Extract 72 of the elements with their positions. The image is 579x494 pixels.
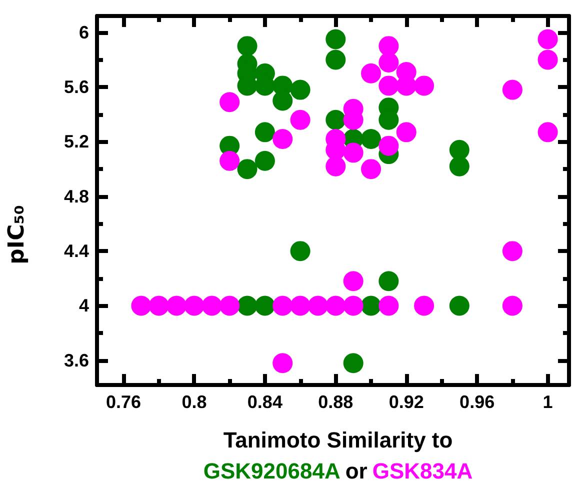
x-tick-label: 0.84 xyxy=(247,392,282,412)
x-tick-label: 0.92 xyxy=(388,392,424,412)
point xyxy=(220,92,240,112)
point xyxy=(290,80,310,100)
y-tick-label: 4.8 xyxy=(64,186,89,206)
point xyxy=(502,241,522,262)
point xyxy=(361,129,382,149)
point xyxy=(414,76,434,96)
x-tick-label: 0.88 xyxy=(318,392,354,412)
point xyxy=(308,296,328,316)
point xyxy=(326,156,346,176)
point xyxy=(396,122,416,142)
point xyxy=(326,29,346,50)
point xyxy=(378,136,399,156)
y-tick-label: 3.6 xyxy=(64,350,89,370)
point xyxy=(449,156,470,176)
x-tick-label: 0.96 xyxy=(460,392,495,412)
point xyxy=(254,122,275,142)
x-tick-label: 1 xyxy=(542,392,553,412)
point xyxy=(502,80,522,100)
point xyxy=(378,36,399,56)
point xyxy=(378,52,399,72)
text: or xyxy=(345,458,368,484)
point xyxy=(237,296,258,316)
point xyxy=(361,296,382,316)
point xyxy=(202,296,222,316)
point xyxy=(538,50,558,70)
point xyxy=(361,63,382,84)
point xyxy=(378,76,399,96)
point xyxy=(361,159,382,180)
point xyxy=(343,142,364,163)
point xyxy=(237,36,258,56)
point xyxy=(220,296,240,316)
point xyxy=(343,296,364,316)
y-tick-label: 5.2 xyxy=(64,132,89,152)
point xyxy=(254,150,275,171)
x-tick-label: 0.76 xyxy=(106,392,142,412)
y-tick-label: 5.6 xyxy=(64,77,89,98)
y-tick-label: 6 xyxy=(78,22,89,42)
point xyxy=(166,296,187,316)
point xyxy=(378,296,399,316)
point xyxy=(148,296,169,316)
point xyxy=(449,140,470,160)
point xyxy=(414,296,434,316)
point xyxy=(343,353,364,374)
text: GSK920684A xyxy=(203,458,340,484)
point xyxy=(326,296,346,316)
point xyxy=(343,271,364,292)
point xyxy=(220,150,240,171)
point xyxy=(254,296,275,316)
y-tick-label: 4 xyxy=(78,296,89,316)
point xyxy=(237,159,258,180)
x-axis-title: Tanimoto Similarity to xyxy=(223,428,453,452)
point xyxy=(131,296,152,316)
point xyxy=(378,271,399,292)
point xyxy=(290,296,310,316)
text: GSK834A xyxy=(372,458,473,484)
point xyxy=(272,129,293,149)
y-tick-label: 4.4 xyxy=(64,241,89,262)
y-axis-title: pIC₅₀ xyxy=(4,204,30,264)
point xyxy=(184,296,204,316)
point xyxy=(326,110,346,130)
x-tick-label: 0.8 xyxy=(182,392,207,412)
point xyxy=(272,296,293,316)
point xyxy=(502,296,522,316)
point xyxy=(290,241,310,262)
point xyxy=(326,50,346,70)
point xyxy=(449,296,470,316)
point xyxy=(538,122,558,142)
point xyxy=(290,110,310,130)
point xyxy=(538,29,558,50)
point xyxy=(272,353,293,374)
